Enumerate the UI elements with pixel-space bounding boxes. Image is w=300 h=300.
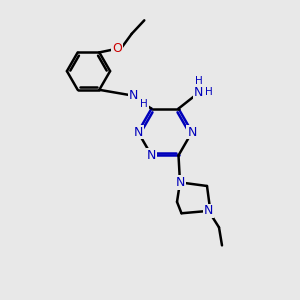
- Text: N: N: [147, 149, 156, 162]
- Text: N: N: [129, 89, 138, 102]
- Text: H: H: [140, 98, 148, 109]
- Text: H: H: [205, 87, 212, 98]
- Text: N: N: [175, 176, 185, 189]
- Text: O: O: [112, 42, 122, 55]
- Text: H: H: [195, 76, 203, 86]
- Text: N: N: [175, 176, 185, 189]
- Text: N: N: [187, 125, 197, 139]
- Text: N: N: [194, 86, 203, 99]
- Text: N: N: [204, 204, 213, 218]
- Text: N: N: [133, 125, 143, 139]
